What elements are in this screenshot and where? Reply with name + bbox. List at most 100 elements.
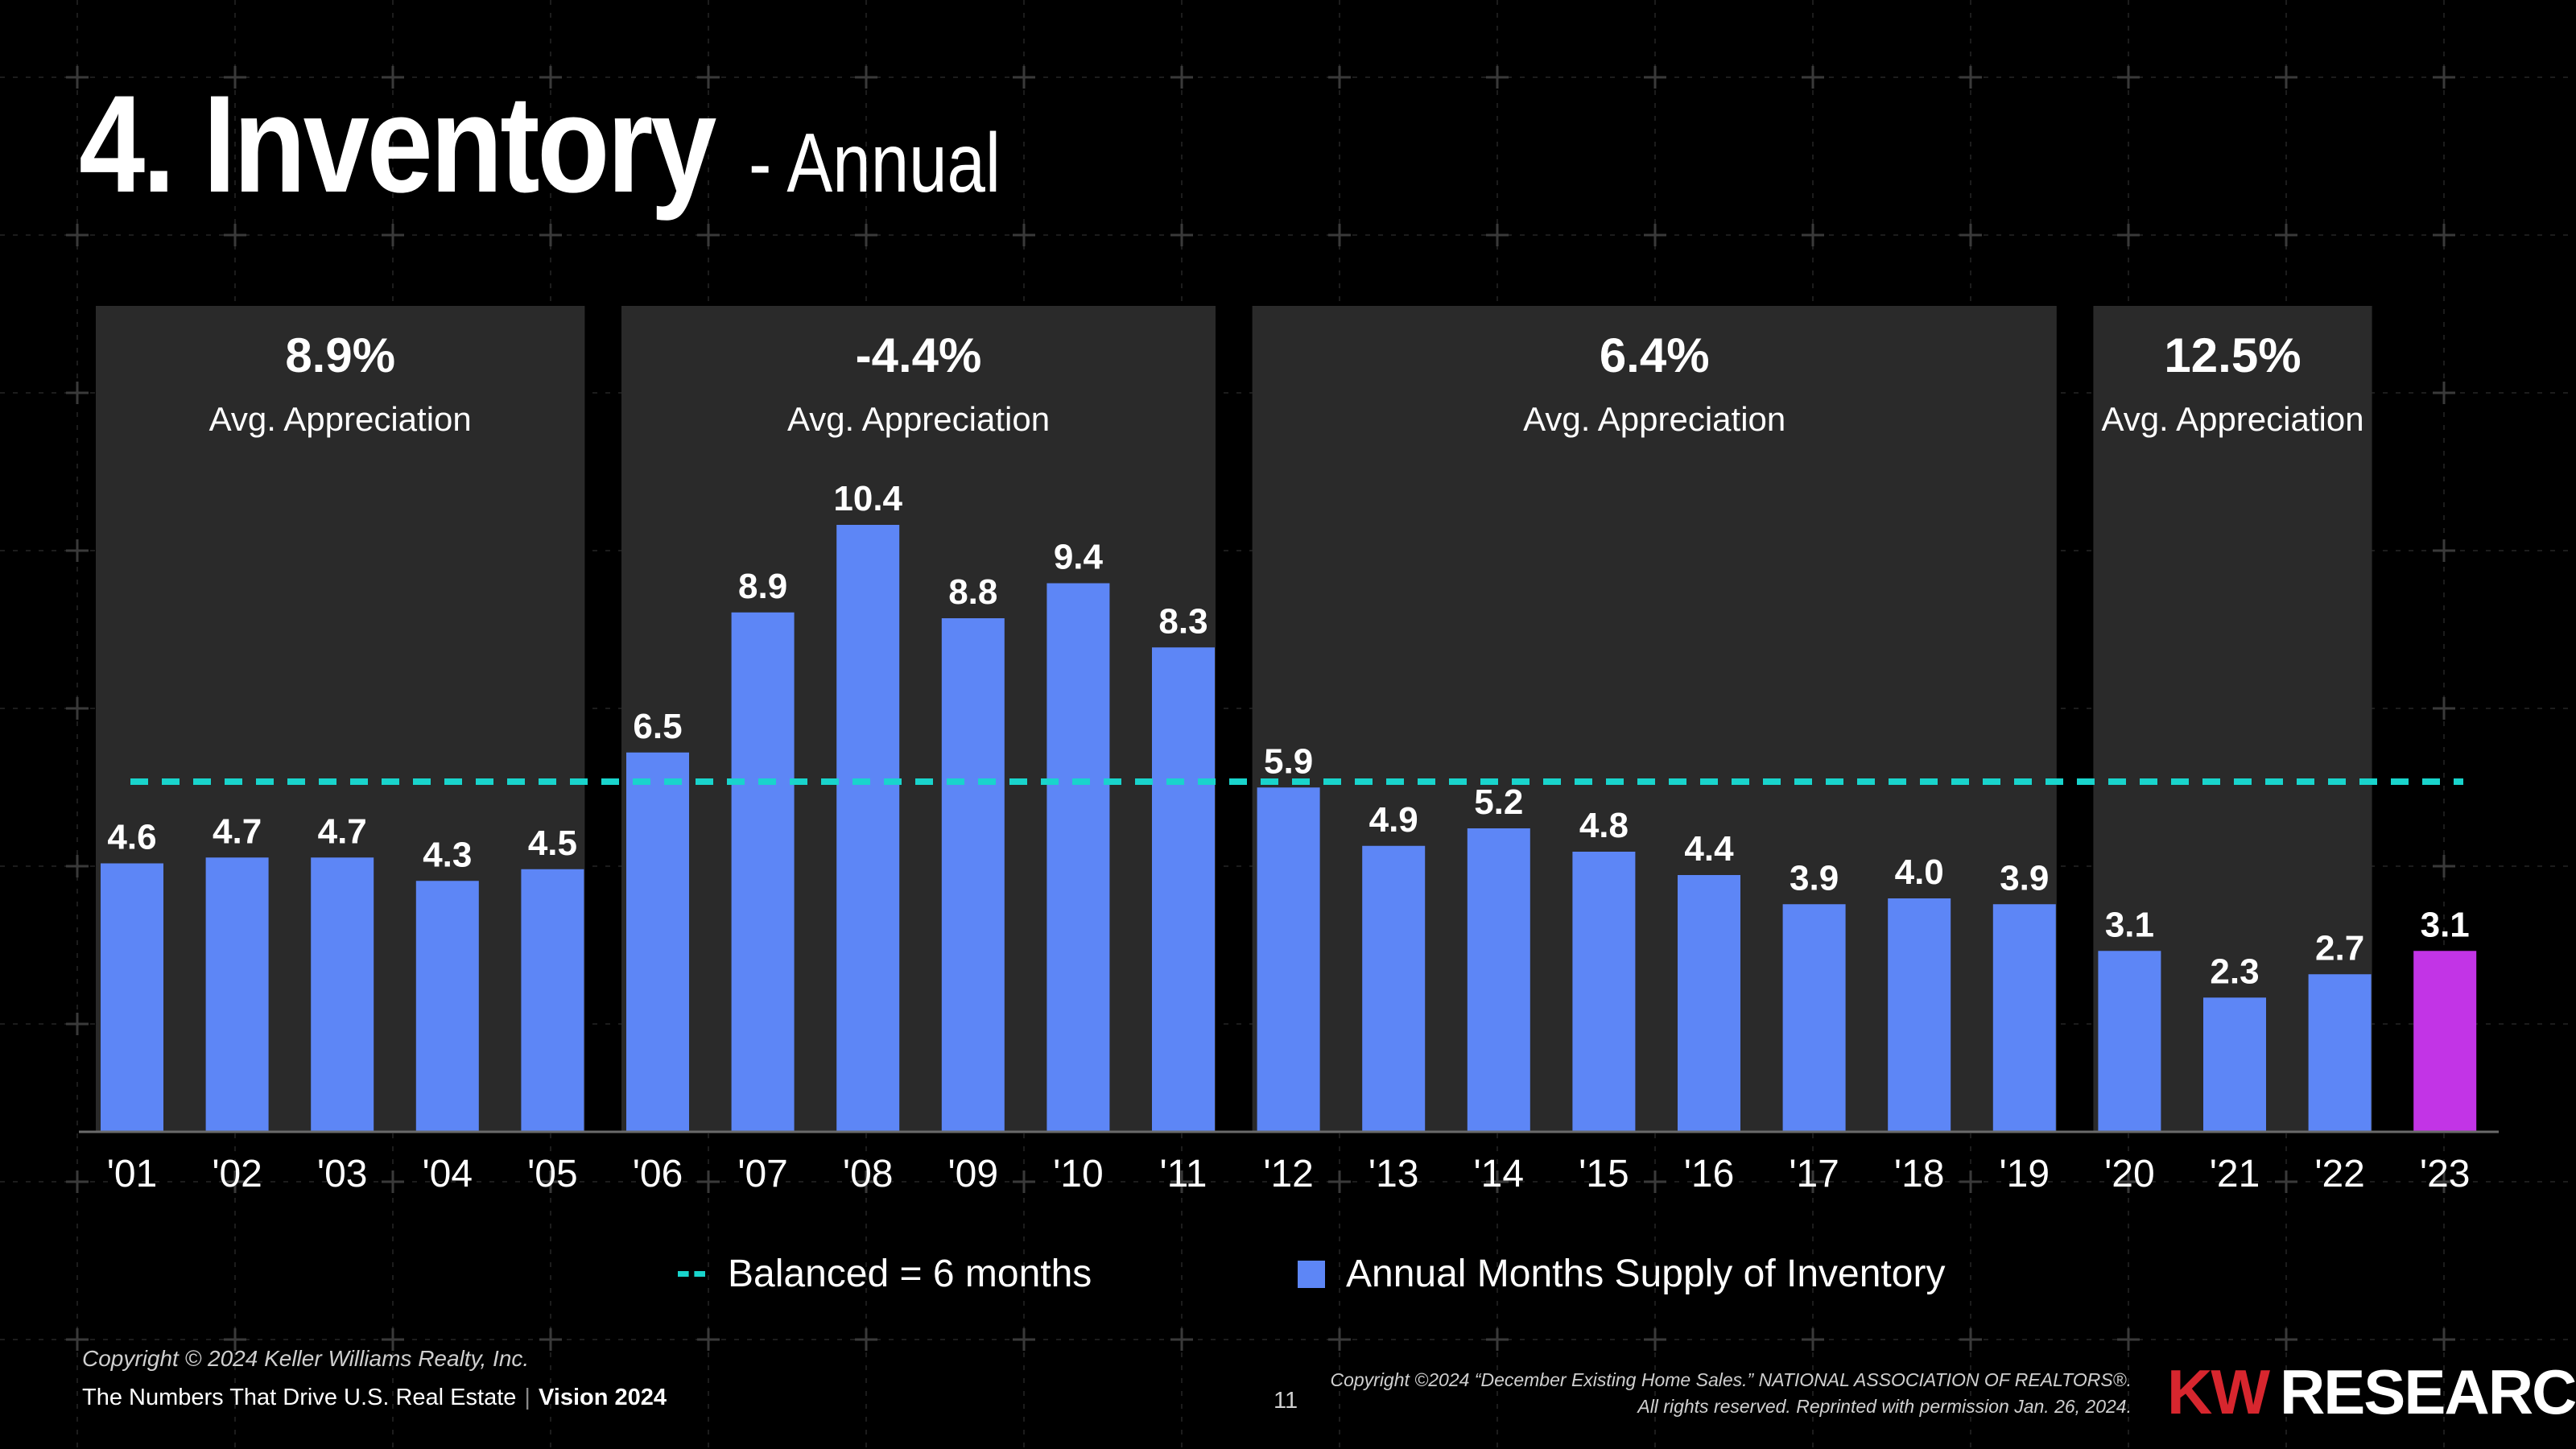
grid-cross <box>855 66 877 89</box>
x-tick-label: '08 <box>843 1153 894 1195</box>
grid-cross <box>2275 66 2297 89</box>
bar <box>2203 997 2266 1132</box>
grid-cross <box>1170 66 1193 89</box>
grid-cross <box>1486 224 1509 246</box>
x-tick-label: '13 <box>1368 1153 1419 1195</box>
grid-cross <box>539 1170 562 1193</box>
bar-value-label: 4.7 <box>318 811 367 851</box>
appreciation-value: 12.5% <box>2164 328 2301 382</box>
legend-balanced-label: Balanced = 6 months <box>728 1253 1092 1295</box>
grid-cross <box>1486 1328 1509 1351</box>
x-tick-label: '09 <box>948 1153 999 1195</box>
bar <box>1782 904 1846 1132</box>
bar-value-label: 5.9 <box>1264 741 1313 781</box>
grid-cross <box>66 855 89 877</box>
x-tick-label: '04 <box>423 1153 473 1195</box>
grid-cross <box>224 1328 246 1351</box>
source-line-2: All rights reserved. Reprinted with perm… <box>1637 1396 2132 1417</box>
x-tick-label: '12 <box>1263 1153 1314 1195</box>
grid-cross <box>2275 1328 2297 1351</box>
grid-cross <box>1802 1170 1824 1193</box>
bar-swatch-icon <box>1298 1260 1325 1288</box>
kw-research-logo: KWRESEARCH <box>2167 1356 2576 1429</box>
bar-value-label: 4.9 <box>1369 800 1418 840</box>
bar-value-label: 10.4 <box>833 479 902 518</box>
x-tick-label: '11 <box>1160 1153 1208 1195</box>
grid-cross <box>66 224 89 246</box>
grid-cross <box>1486 66 1509 89</box>
bar <box>941 618 1005 1132</box>
grid-cross <box>1170 1170 1193 1193</box>
grid-cross <box>1486 1170 1509 1193</box>
grid-cross <box>66 697 89 720</box>
grid-cross <box>1959 1170 1982 1193</box>
grid-cross <box>697 224 720 246</box>
bar-value-label: 4.3 <box>423 835 472 874</box>
bar-value-label: 8.3 <box>1158 601 1208 641</box>
bar <box>626 752 689 1132</box>
bar <box>1046 583 1110 1132</box>
x-tick-label: '23 <box>2420 1153 2471 1195</box>
bar-value-label: 4.7 <box>213 811 262 851</box>
source-credit: Copyright ©2024 “December Existing Home … <box>1330 1367 2132 1420</box>
grid-cross <box>2433 224 2455 246</box>
x-tick-label: '03 <box>317 1153 368 1195</box>
grid-cross <box>382 1170 404 1193</box>
brand-research: RESEARCH <box>2279 1356 2576 1427</box>
grid-cross <box>1644 1328 1666 1351</box>
grid-cross <box>855 224 877 246</box>
grid-cross <box>539 66 562 89</box>
bar <box>311 857 374 1132</box>
x-tick-label: '18 <box>1894 1153 1945 1195</box>
grid-cross <box>539 224 562 246</box>
grid-cross <box>382 1328 404 1351</box>
x-tick-label: '17 <box>1789 1153 1839 1195</box>
legend-supply-label: Annual Months Supply of Inventory <box>1346 1253 1946 1295</box>
x-tick-label: '16 <box>1684 1153 1735 1195</box>
x-tick-label: '01 <box>107 1153 158 1195</box>
bar <box>2413 951 2477 1132</box>
bar <box>2308 974 2372 1132</box>
grid-cross <box>2117 1170 2140 1193</box>
bar-value-label: 4.6 <box>107 818 156 857</box>
footer-separator: | <box>524 1385 530 1410</box>
grid-cross <box>855 1328 877 1351</box>
footer-tagline: The Numbers That Drive U.S. Real Estate <box>82 1385 517 1410</box>
x-tick-label: '20 <box>2104 1153 2155 1195</box>
bar <box>2098 951 2161 1132</box>
grid-cross <box>1328 1170 1351 1193</box>
bar-value-label: 3.1 <box>2105 905 2154 944</box>
bar-value-label: 8.8 <box>948 572 997 612</box>
bar <box>1888 898 1951 1132</box>
bar <box>1572 852 1636 1132</box>
grid-cross <box>66 539 89 562</box>
footer-vision: Vision 2024 <box>538 1385 667 1410</box>
bar <box>205 857 269 1132</box>
appreciation-label: Avg. Appreciation <box>2101 400 2363 438</box>
x-tick-label: '10 <box>1053 1153 1104 1195</box>
grid-cross <box>1644 1170 1666 1193</box>
grid-cross <box>1959 66 1982 89</box>
grid-cross <box>1013 1328 1035 1351</box>
brand-kw: KW <box>2167 1356 2270 1427</box>
x-tick-label: '22 <box>2314 1153 2365 1195</box>
grid-cross <box>2433 1170 2455 1193</box>
grid-cross <box>1959 1328 1982 1351</box>
title-main: 4. Inventory <box>79 67 716 221</box>
grid-cross <box>1013 66 1035 89</box>
grid-cross <box>1328 224 1351 246</box>
appreciation-value: 6.4% <box>1600 328 1710 382</box>
grid-cross <box>66 1013 89 1035</box>
bar-value-label: 6.5 <box>633 707 682 746</box>
x-tick-label: '06 <box>633 1153 683 1195</box>
source-line-1: Copyright ©2024 “December Existing Home … <box>1330 1369 2132 1390</box>
x-tick-label: '05 <box>527 1153 578 1195</box>
page-title: 4. Inventory - Annual <box>79 64 1055 224</box>
grid-cross <box>1013 1170 1035 1193</box>
appreciation-label: Avg. Appreciation <box>1523 400 1785 438</box>
grid-cross <box>224 66 246 89</box>
bar-value-label: 4.4 <box>1684 829 1734 869</box>
grid-cross <box>697 1170 720 1193</box>
grid-cross <box>1170 1328 1193 1351</box>
